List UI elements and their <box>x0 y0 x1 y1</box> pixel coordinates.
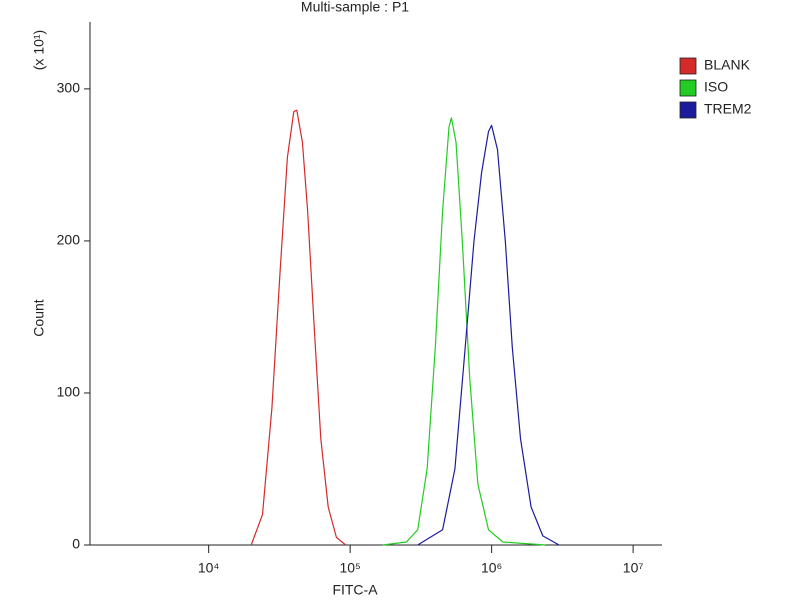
legend-label: ISO <box>704 79 728 95</box>
y-tick-label: 300 <box>57 80 81 96</box>
x-axis-label: FITC-A <box>332 582 378 598</box>
y-tick-label: 100 <box>57 384 81 400</box>
chart-title: Multi-sample : P1 <box>301 0 409 15</box>
y-tick-label: 0 <box>72 536 80 552</box>
x-tick-label: 10⁴ <box>198 560 220 576</box>
x-tick-label: 10⁶ <box>481 560 502 576</box>
x-tick-label: 10⁷ <box>623 560 644 576</box>
series-line <box>250 109 347 546</box>
legend-label: TREM2 <box>704 101 752 117</box>
legend-swatch <box>679 101 697 119</box>
series-line <box>382 117 546 546</box>
y-axis-label: Count <box>31 299 47 336</box>
legend-swatch <box>679 57 697 75</box>
y-tick-label: 200 <box>57 232 81 248</box>
x-tick-label: 10⁵ <box>339 560 360 576</box>
series-line <box>417 124 560 546</box>
legend-label: BLANK <box>704 57 751 73</box>
y-multiplier: (x 10¹) <box>31 30 47 70</box>
legend-swatch <box>679 79 697 97</box>
